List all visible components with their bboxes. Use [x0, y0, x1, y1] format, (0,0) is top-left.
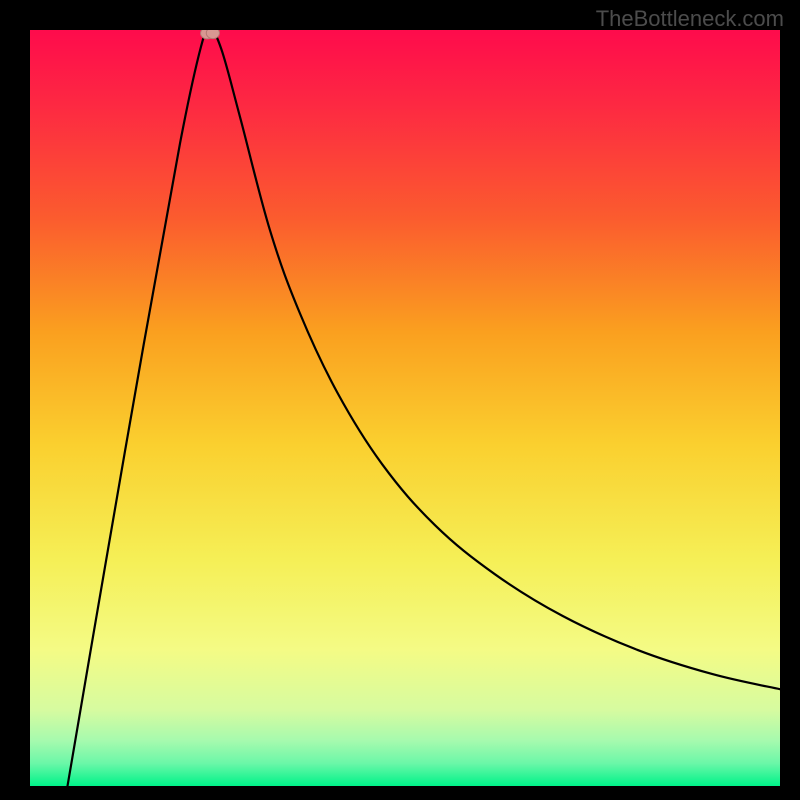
- plot-background: [30, 30, 780, 786]
- watermark-text: TheBottleneck.com: [596, 6, 784, 32]
- frame-right: [780, 0, 800, 800]
- plot-area: [30, 30, 780, 786]
- plot-canvas: [30, 30, 780, 786]
- frame-bottom: [0, 786, 800, 800]
- minimum-marker: [199, 30, 221, 40]
- frame-left: [0, 0, 30, 800]
